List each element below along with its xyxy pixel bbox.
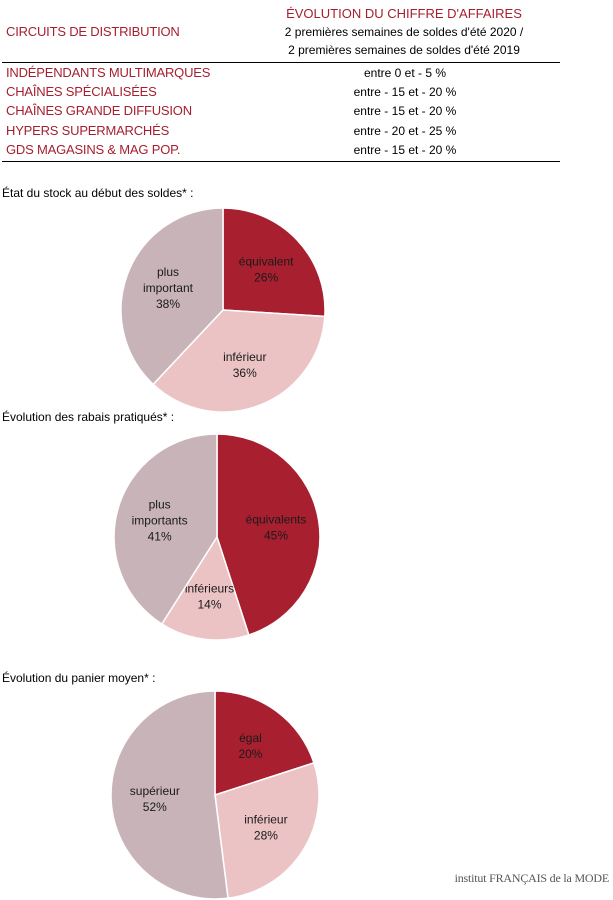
- table-row: INDÉPENDANTS MULTIMARQUES entre 0 et - 5…: [0, 63, 560, 83]
- row-circuit-name: HYPERS SUPERMARCHÉS: [6, 123, 170, 138]
- col-header-circuits: CIRCUITS DE DISTRIBUTION: [6, 24, 180, 39]
- slice-plus-importants-label: plus importants 41%: [132, 497, 188, 543]
- slice-plus-importants: [113, 433, 218, 626]
- slice-inferieurs: [160, 535, 250, 641]
- table-bottom-rule: [2, 161, 560, 162]
- slice-superieur-label: supérieur 52%: [130, 784, 180, 814]
- slice-inferieur: [152, 309, 326, 413]
- row-circuit-name: CHAÎNES SPÉCIALISÉES: [6, 84, 157, 99]
- slice-equivalents: [216, 433, 321, 636]
- row-circuit-name: CHAÎNES GRANDE DIFFUSION: [6, 103, 192, 118]
- table-row: CHAÎNES GRANDE DIFFUSION entre - 15 et -…: [0, 101, 560, 121]
- chart-title-stock: État du stock au début des soldes* :: [2, 186, 194, 200]
- table-row: HYPERS SUPERMARCHÉS entre - 20 et - 25 %: [0, 121, 560, 141]
- slice-plus-important-label: plus important 38%: [143, 265, 194, 311]
- chart-title-panier: Évolution du panier moyen* :: [2, 671, 156, 685]
- row-evolution-value: entre 0 et - 5 %: [363, 66, 447, 80]
- row-circuit-name: INDÉPENDANTS MULTIMARQUES: [6, 65, 211, 80]
- chart-title-rabais: Évolution des rabais pratiqués* :: [2, 410, 175, 424]
- slice-egal: [214, 690, 315, 797]
- slice-plus-important: [120, 207, 224, 386]
- slice-inferieur-label: inférieur 36%: [223, 350, 266, 380]
- table-top-rule: [2, 62, 560, 63]
- slice-superieur: [110, 690, 229, 900]
- slice-inferieurs-label: inférieurs 14%: [185, 581, 234, 611]
- slice-equivalent-label: équivalent 26%: [239, 255, 294, 285]
- col-header-evolution: ÉVOLUTION DU CHIFFRE D'AFFAIRES 2 premiè…: [248, 0, 560, 60]
- table-row: CHAÎNES SPÉCIALISÉES entre - 15 et - 20 …: [0, 82, 560, 102]
- row-evolution-value: entre - 15 et - 20 %: [353, 85, 457, 99]
- col-header-line2: 2 premières semaines de soldes d'été 202…: [284, 25, 524, 39]
- col-header-title: ÉVOLUTION DU CHIFFRE D'AFFAIRES: [286, 6, 522, 21]
- table-row: GDS MAGASINS & MAG POP. entre - 15 et - …: [0, 140, 560, 160]
- row-evolution-value: entre - 20 et - 25 %: [353, 124, 457, 138]
- pie-chart-0: équivalent 26% inférieur 36% plus important 38…: [120, 207, 326, 413]
- col-header-line3: 2 premières semaines de soldes d'été 201…: [288, 43, 520, 57]
- row-circuit-name: GDS MAGASINS & MAG POP.: [6, 142, 181, 157]
- slice-equivalents-label: équivalents 45%: [246, 513, 307, 543]
- row-evolution-value: entre - 15 et - 20 %: [353, 143, 457, 157]
- slice-equivalent: [222, 207, 326, 318]
- pie-chart-2: égal 20% inférieur 28% supérieur 52%: [110, 690, 320, 900]
- slice-egal-label: égal 20%: [238, 731, 262, 761]
- ifm-logo: institut FRANÇAIS de la MODE: [454, 871, 610, 885]
- pie-chart-1: équivalents 45% inférieurs 14% plus important…: [113, 433, 321, 641]
- slice-inferieur-label: inférieur 28%: [244, 812, 287, 842]
- slice-inferieur: [214, 761, 320, 900]
- row-evolution-value: entre - 15 et - 20 %: [353, 104, 457, 118]
